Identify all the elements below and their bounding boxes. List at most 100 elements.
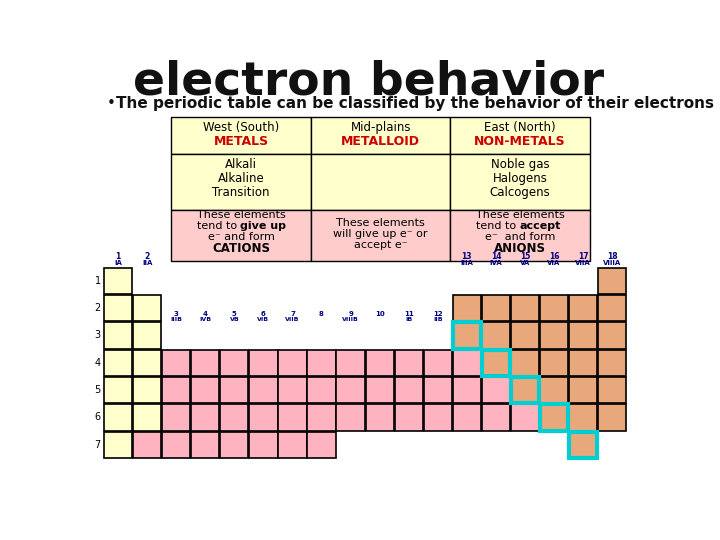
- Text: •: •: [107, 96, 116, 111]
- Bar: [366, 350, 394, 376]
- Bar: [453, 295, 481, 321]
- Text: ANIONS: ANIONS: [494, 242, 546, 255]
- Text: 2: 2: [94, 303, 101, 313]
- Text: VIIIB: VIIIB: [342, 316, 359, 322]
- Text: 8: 8: [319, 311, 324, 317]
- Bar: [482, 350, 510, 376]
- Bar: [191, 404, 220, 430]
- Text: 6: 6: [261, 311, 266, 317]
- Text: NON-METALS: NON-METALS: [474, 136, 566, 148]
- Bar: [307, 377, 336, 403]
- Text: 6: 6: [95, 413, 101, 422]
- Bar: [249, 404, 277, 430]
- Bar: [249, 350, 277, 376]
- Text: IIIA: IIIA: [460, 260, 473, 266]
- Bar: [162, 377, 190, 403]
- Text: 7: 7: [94, 440, 101, 450]
- Text: 1: 1: [95, 276, 101, 286]
- Text: VA: VA: [520, 260, 530, 266]
- Text: IVB: IVB: [199, 316, 212, 322]
- Bar: [510, 295, 539, 321]
- Text: tend to: tend to: [476, 221, 519, 231]
- Text: IA: IA: [114, 260, 122, 266]
- Text: 3: 3: [95, 330, 101, 340]
- Text: VIIB: VIIB: [285, 316, 300, 322]
- Text: Mid-plains: Mid-plains: [351, 122, 411, 134]
- Bar: [162, 350, 190, 376]
- Text: IVA: IVA: [490, 260, 503, 266]
- Bar: [311, 117, 451, 154]
- Text: VIIIA: VIIIA: [603, 260, 621, 266]
- Text: 4: 4: [95, 358, 101, 368]
- Text: IIB: IIB: [433, 316, 443, 322]
- Bar: [171, 117, 311, 154]
- Bar: [482, 350, 510, 376]
- Bar: [423, 377, 452, 403]
- Bar: [482, 322, 510, 348]
- Bar: [191, 431, 220, 458]
- Bar: [220, 404, 248, 430]
- Bar: [311, 154, 451, 210]
- Bar: [598, 268, 626, 294]
- Bar: [279, 350, 307, 376]
- Bar: [104, 377, 132, 403]
- Bar: [569, 404, 597, 430]
- Bar: [540, 295, 568, 321]
- Bar: [133, 350, 161, 376]
- Bar: [423, 350, 452, 376]
- Text: West (South): West (South): [203, 122, 279, 134]
- Text: Calcogens: Calcogens: [490, 186, 551, 199]
- Bar: [171, 210, 311, 261]
- Bar: [598, 350, 626, 376]
- Text: tend to: tend to: [197, 221, 240, 231]
- Text: 15: 15: [520, 252, 530, 261]
- Bar: [133, 404, 161, 430]
- Text: VIB: VIB: [257, 316, 269, 322]
- Text: VIIA: VIIA: [575, 260, 591, 266]
- Bar: [451, 154, 590, 210]
- Bar: [249, 431, 277, 458]
- Bar: [104, 268, 132, 294]
- Text: 5: 5: [94, 385, 101, 395]
- Text: 16: 16: [549, 252, 559, 261]
- Bar: [482, 404, 510, 430]
- Text: accept: accept: [519, 221, 561, 231]
- Bar: [540, 404, 568, 430]
- Text: Halogens: Halogens: [492, 172, 548, 185]
- Bar: [540, 350, 568, 376]
- Text: 5: 5: [232, 311, 237, 317]
- Bar: [104, 404, 132, 430]
- Text: VB: VB: [230, 316, 239, 322]
- Text: These elements: These elements: [476, 211, 564, 220]
- Text: CATIONS: CATIONS: [212, 242, 270, 255]
- Bar: [453, 350, 481, 376]
- Bar: [307, 431, 336, 458]
- Bar: [104, 295, 132, 321]
- Bar: [423, 404, 452, 430]
- Bar: [171, 154, 311, 210]
- Bar: [191, 377, 220, 403]
- Bar: [307, 404, 336, 430]
- Text: VIA: VIA: [547, 260, 561, 266]
- Bar: [133, 431, 161, 458]
- Text: 1: 1: [115, 252, 121, 261]
- Text: 11: 11: [404, 311, 413, 317]
- Text: 10: 10: [375, 311, 384, 317]
- Bar: [598, 322, 626, 348]
- Bar: [336, 377, 365, 403]
- Text: IIIB: IIIB: [170, 316, 182, 322]
- Text: 17: 17: [577, 252, 588, 261]
- Text: will give up e⁻ or: will give up e⁻ or: [333, 229, 428, 239]
- Text: accept e⁻: accept e⁻: [354, 240, 408, 249]
- Text: 4: 4: [203, 311, 208, 317]
- Bar: [220, 431, 248, 458]
- Bar: [133, 322, 161, 348]
- Bar: [569, 322, 597, 348]
- Bar: [482, 377, 510, 403]
- Bar: [453, 377, 481, 403]
- Text: 18: 18: [607, 252, 618, 261]
- Bar: [451, 210, 590, 261]
- Bar: [569, 295, 597, 321]
- Bar: [510, 377, 539, 403]
- Bar: [279, 377, 307, 403]
